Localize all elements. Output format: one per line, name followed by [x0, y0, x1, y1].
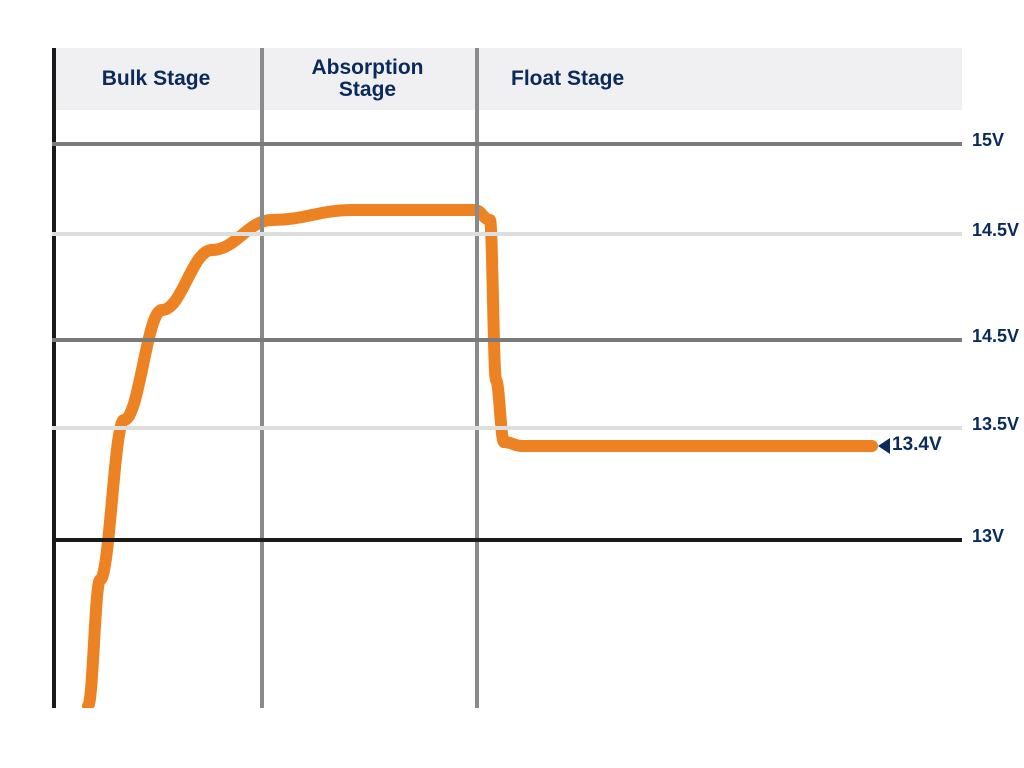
gridline — [52, 426, 962, 430]
stage-divider — [260, 48, 264, 708]
battery-charging-stages-chart: Bulk Stage AbsorptionStage Float Stage 1… — [52, 48, 962, 708]
stage-divider — [475, 48, 479, 708]
stage-header-bulk: Bulk Stage — [52, 48, 260, 110]
y-tick-label: 13V — [972, 526, 1004, 547]
stage-label: Float Stage — [511, 68, 624, 90]
stage-header-band: Bulk Stage AbsorptionStage Float Stage — [52, 48, 962, 110]
y-tick-label: 13.5V — [972, 414, 1019, 435]
y-axis — [52, 48, 56, 708]
stage-header-float: Float Stage — [475, 48, 962, 110]
y-tick-label: 14.5V — [972, 326, 1019, 347]
stage-label: Bulk Stage — [102, 68, 211, 90]
voltage-curve — [52, 48, 962, 708]
curve-end-label: 13.4V — [892, 434, 942, 456]
y-tick-label: 15V — [972, 130, 1004, 151]
gridline — [52, 538, 962, 542]
stage-header-absorption: AbsorptionStage — [260, 48, 475, 110]
plot-area: 13.4V 15V14.5V14.5V13.5V13V — [52, 110, 962, 708]
gridline — [52, 338, 962, 342]
gridline — [52, 232, 962, 236]
curve-end-arrow-icon — [878, 438, 890, 454]
stage-label: AbsorptionStage — [312, 57, 424, 101]
y-tick-label: 14.5V — [972, 220, 1019, 241]
gridline — [52, 142, 962, 146]
